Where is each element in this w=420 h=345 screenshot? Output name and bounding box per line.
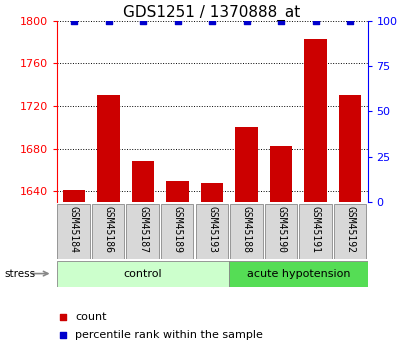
- Text: GSM45192: GSM45192: [345, 206, 355, 253]
- Bar: [166, 180, 189, 202]
- Text: GSM45190: GSM45190: [276, 206, 286, 253]
- Bar: [333, 204, 366, 259]
- Point: [243, 18, 250, 23]
- Bar: [265, 204, 297, 259]
- Bar: [161, 204, 194, 259]
- Text: GSM45189: GSM45189: [173, 206, 183, 253]
- Text: acute hypotension: acute hypotension: [247, 269, 350, 278]
- Text: stress: stress: [4, 269, 35, 278]
- Bar: [230, 204, 262, 259]
- Bar: [304, 39, 327, 202]
- Point: [209, 18, 215, 23]
- Point: [60, 333, 66, 338]
- Text: GSM45193: GSM45193: [207, 206, 217, 253]
- Text: percentile rank within the sample: percentile rank within the sample: [75, 331, 263, 340]
- Bar: [201, 183, 223, 202]
- Bar: [196, 204, 228, 259]
- Bar: [132, 161, 154, 202]
- Text: GSM45184: GSM45184: [69, 206, 79, 253]
- Point: [60, 314, 66, 319]
- Text: GSM45191: GSM45191: [311, 206, 321, 253]
- Point: [312, 18, 319, 23]
- Text: count: count: [75, 312, 107, 322]
- Bar: [299, 204, 331, 259]
- Bar: [58, 204, 90, 259]
- Bar: [92, 204, 124, 259]
- Point: [174, 18, 181, 23]
- Bar: [97, 95, 120, 202]
- Title: GDS1251 / 1370888_at: GDS1251 / 1370888_at: [123, 4, 301, 21]
- Bar: [236, 127, 258, 202]
- Text: GSM45187: GSM45187: [138, 206, 148, 253]
- Bar: [229, 261, 368, 286]
- Bar: [339, 95, 362, 202]
- Bar: [63, 190, 85, 202]
- Point: [105, 18, 112, 23]
- Bar: [126, 204, 159, 259]
- Text: GSM45186: GSM45186: [103, 206, 113, 253]
- Point: [278, 18, 284, 23]
- Point: [347, 18, 354, 23]
- Text: control: control: [124, 269, 163, 278]
- Text: GSM45188: GSM45188: [241, 206, 252, 253]
- Point: [140, 18, 147, 23]
- Point: [71, 18, 77, 23]
- Bar: [270, 146, 292, 202]
- Bar: [57, 261, 229, 286]
